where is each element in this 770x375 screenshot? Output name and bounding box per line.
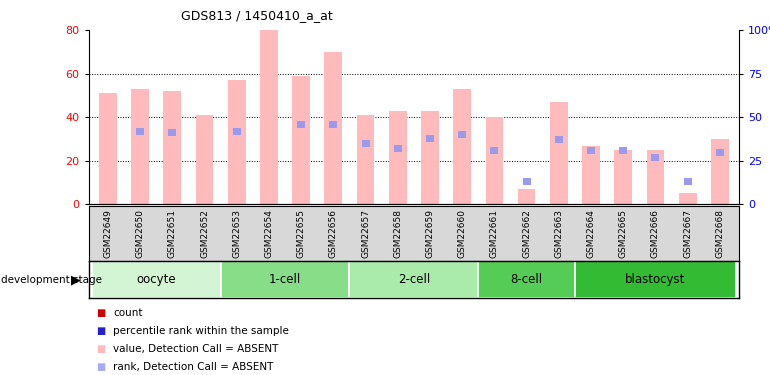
Bar	[684, 178, 691, 185]
Bar	[458, 131, 466, 138]
Bar	[362, 140, 370, 147]
Text: 8-cell: 8-cell	[511, 273, 543, 286]
Bar	[490, 147, 498, 154]
Bar	[550, 102, 567, 204]
Text: GSM22657: GSM22657	[361, 209, 370, 258]
Text: GSM22651: GSM22651	[168, 209, 177, 258]
Text: development stage: development stage	[1, 275, 102, 285]
Text: GSM22663: GSM22663	[554, 209, 564, 258]
Text: percentile rank within the sample: percentile rank within the sample	[113, 326, 289, 336]
Bar	[614, 150, 632, 204]
Bar	[196, 115, 213, 204]
Bar	[716, 148, 724, 156]
Text: ■: ■	[96, 326, 105, 336]
Text: GSM22649: GSM22649	[103, 209, 112, 258]
Bar	[324, 52, 342, 204]
Bar	[523, 178, 531, 185]
Text: ■: ■	[96, 344, 105, 354]
Text: 2-cell: 2-cell	[398, 273, 430, 286]
Bar	[169, 129, 176, 136]
Text: GSM22665: GSM22665	[619, 209, 628, 258]
Bar	[131, 89, 149, 204]
Bar	[575, 261, 736, 298]
Bar	[517, 189, 535, 204]
Text: GSM22655: GSM22655	[296, 209, 306, 258]
Bar	[260, 30, 278, 204]
Bar	[478, 261, 575, 298]
Bar	[136, 128, 144, 135]
Bar	[555, 136, 563, 143]
Bar	[647, 150, 665, 204]
Text: GSM22664: GSM22664	[587, 209, 595, 258]
Text: rank, Detection Call = ABSENT: rank, Detection Call = ABSENT	[113, 362, 273, 372]
Bar	[99, 93, 117, 204]
Text: GSM22654: GSM22654	[264, 209, 273, 258]
Bar	[679, 194, 697, 204]
Bar	[293, 76, 310, 204]
Text: GSM22661: GSM22661	[490, 209, 499, 258]
Bar	[711, 139, 728, 204]
Bar	[163, 91, 181, 204]
Bar	[651, 154, 659, 161]
Bar	[454, 89, 471, 204]
Bar	[330, 121, 337, 128]
Text: count: count	[113, 308, 142, 318]
Text: GSM22667: GSM22667	[683, 209, 692, 258]
Bar	[92, 261, 221, 298]
Bar	[582, 146, 600, 204]
Bar	[297, 121, 305, 128]
Bar	[228, 80, 246, 204]
Text: GSM22662: GSM22662	[522, 209, 531, 258]
Bar	[389, 111, 407, 204]
Text: GSM22658: GSM22658	[393, 209, 402, 258]
Text: blastocyst: blastocyst	[625, 273, 685, 286]
Text: GDS813 / 1450410_a_at: GDS813 / 1450410_a_at	[181, 9, 333, 22]
Text: GSM22660: GSM22660	[457, 209, 467, 258]
Bar	[619, 147, 628, 154]
Bar	[350, 261, 478, 298]
Bar	[421, 111, 439, 204]
Bar	[221, 261, 350, 298]
Text: ■: ■	[96, 362, 105, 372]
Text: GSM22653: GSM22653	[233, 209, 241, 258]
Bar	[393, 145, 402, 152]
Bar	[426, 135, 434, 142]
Text: GSM22666: GSM22666	[651, 209, 660, 258]
Text: ■: ■	[96, 308, 105, 318]
Bar	[486, 117, 504, 204]
Text: value, Detection Call = ABSENT: value, Detection Call = ABSENT	[113, 344, 279, 354]
Text: oocyte: oocyte	[136, 273, 176, 286]
Text: GSM22668: GSM22668	[715, 209, 725, 258]
Text: GSM22659: GSM22659	[426, 209, 434, 258]
Bar	[587, 147, 595, 154]
Bar	[357, 115, 374, 204]
Text: 1-cell: 1-cell	[269, 273, 301, 286]
Text: ▶: ▶	[72, 273, 81, 286]
Text: GSM22650: GSM22650	[136, 209, 145, 258]
Text: GSM22656: GSM22656	[329, 209, 338, 258]
Bar	[233, 128, 241, 135]
Text: GSM22652: GSM22652	[200, 209, 209, 258]
